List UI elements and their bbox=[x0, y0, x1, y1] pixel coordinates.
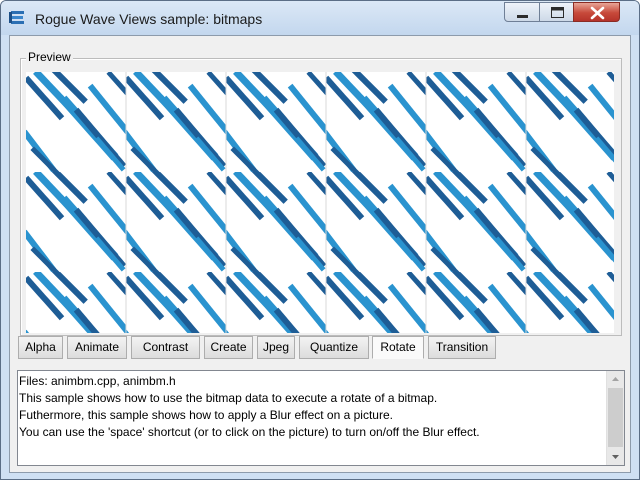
minimize-button[interactable] bbox=[504, 2, 540, 22]
minimize-icon bbox=[517, 15, 528, 18]
tab-rotate[interactable]: Rotate bbox=[372, 336, 424, 359]
scroll-thumb[interactable] bbox=[608, 388, 623, 447]
tab-quantize[interactable]: Quantize bbox=[299, 336, 369, 359]
preview-label: Preview bbox=[26, 50, 73, 64]
preview-group: Preview bbox=[20, 50, 622, 336]
tab-alpha[interactable]: Alpha bbox=[18, 336, 63, 359]
maximize-button[interactable] bbox=[539, 2, 574, 22]
description-scrollbar[interactable] bbox=[606, 371, 624, 465]
app-icon bbox=[9, 10, 27, 26]
close-button[interactable] bbox=[573, 2, 620, 22]
description-line: Futhermore, this sample shows how to app… bbox=[19, 408, 393, 422]
scroll-down-arrow-icon[interactable] bbox=[607, 449, 624, 465]
tab-animate[interactable]: Animate bbox=[67, 336, 127, 359]
title-bar[interactable]: Rogue Wave Views sample: bitmaps bbox=[1, 1, 639, 35]
tab-create[interactable]: Create bbox=[204, 336, 253, 359]
tab-transition[interactable]: Transition bbox=[428, 336, 496, 359]
maximize-icon bbox=[551, 7, 564, 18]
description-line: This sample shows how to use the bitmap … bbox=[19, 391, 438, 405]
bitmap-preview[interactable] bbox=[26, 72, 614, 333]
tab-jpeg[interactable]: Jpeg bbox=[257, 336, 295, 359]
description-line: Files: animbm.cpp, animbm.h bbox=[19, 374, 176, 388]
close-icon bbox=[590, 6, 605, 20]
description-textarea[interactable]: Files: animbm.cpp, animbm.h This sample s… bbox=[17, 370, 625, 466]
window-title: Rogue Wave Views sample: bitmaps bbox=[35, 11, 263, 27]
tiled-bitmap bbox=[26, 72, 614, 333]
scroll-up-arrow-icon[interactable] bbox=[607, 371, 624, 387]
tab-contrast[interactable]: Contrast bbox=[131, 336, 200, 359]
sample-panel: Preview Alpha Animate Contrast Create Jpeg Qu… bbox=[9, 35, 631, 473]
description-line: You can use the 'space' shortcut (or to … bbox=[19, 425, 480, 439]
